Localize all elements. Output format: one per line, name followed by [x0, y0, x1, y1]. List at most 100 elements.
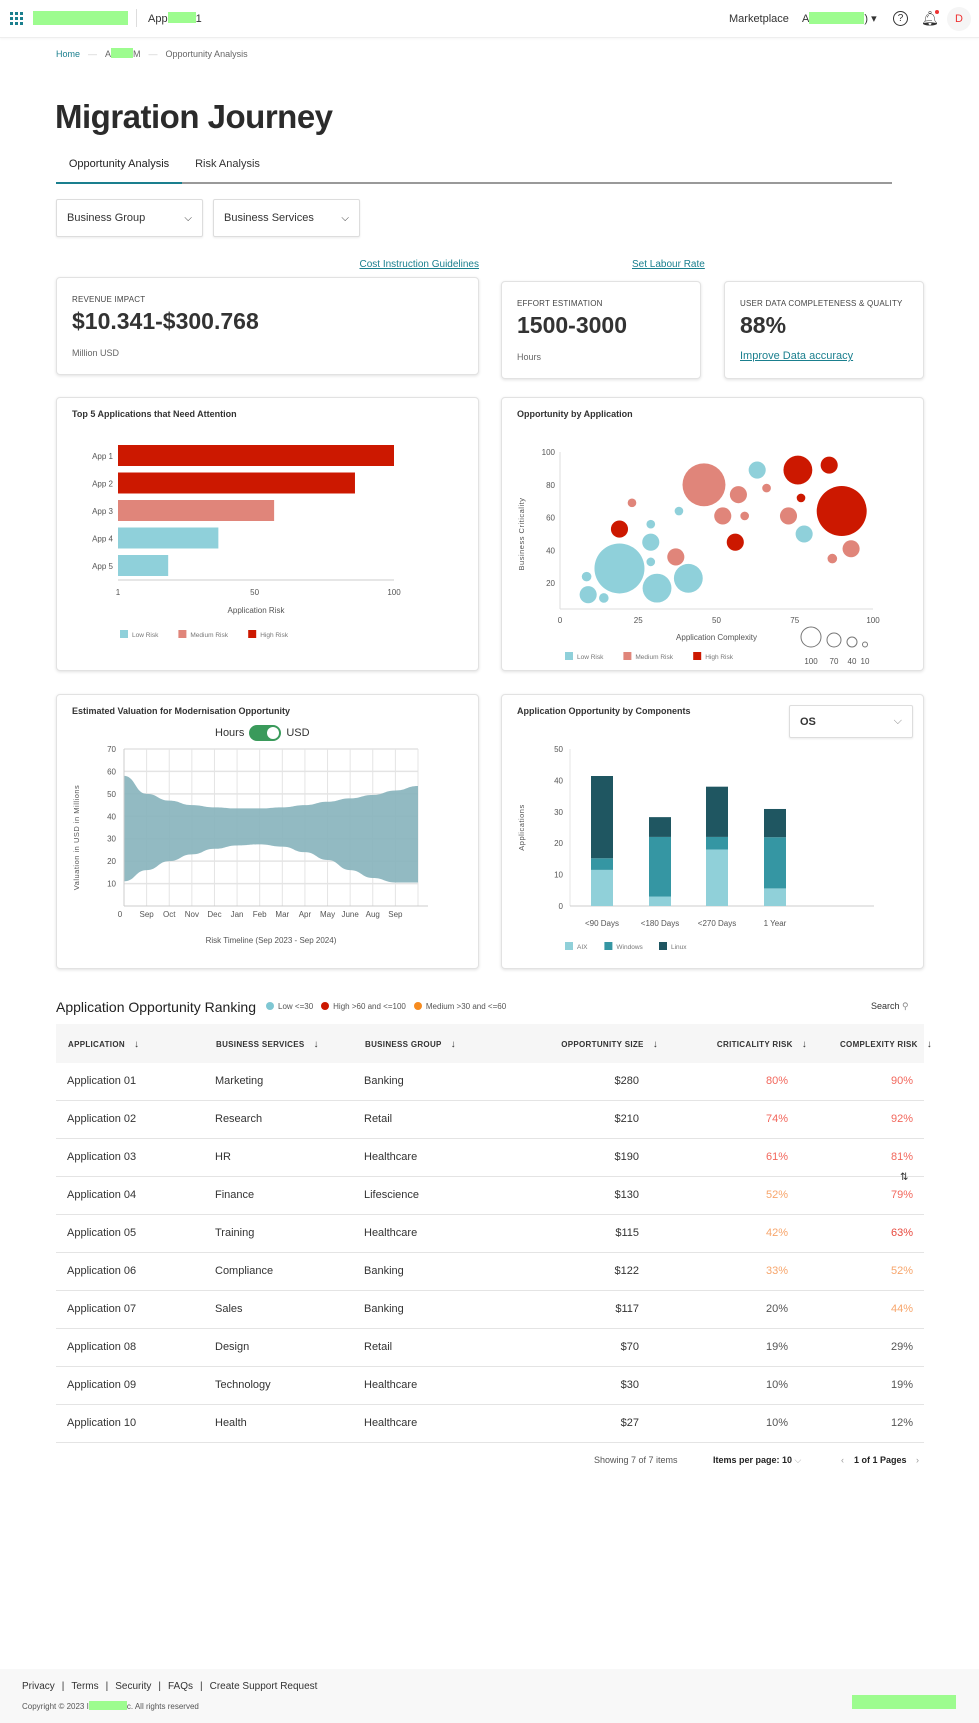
sort-arrow-down-icon[interactable]: ↓ [313, 1039, 319, 1050]
table-row[interactable]: Application 03 HR Healthcare $190 61% 81% [56, 1139, 924, 1177]
sort-arrow-down-icon[interactable]: ↓ [801, 1039, 807, 1050]
table-row[interactable]: Application 01 Marketing Banking $280 80% 90% [56, 1063, 924, 1101]
tab-risk-analysis[interactable]: Risk Analysis [195, 158, 260, 170]
x-tick-label: Apr [299, 910, 312, 919]
prev-page-icon[interactable]: ‹ [841, 1455, 844, 1465]
cell-opportunity-size: $280 [614, 1075, 639, 1087]
footer-link[interactable]: Privacy [22, 1681, 55, 1692]
app-grid-icon[interactable] [10, 12, 23, 25]
separator: | [105, 1681, 109, 1692]
y-tick-label: 50 [554, 745, 563, 754]
sort-arrow-down-icon[interactable]: ↓ [450, 1039, 456, 1050]
table-row[interactable]: Application 09 Technology Healthcare $30 10%… [56, 1367, 924, 1405]
y-tick-label: 30 [107, 835, 116, 844]
size-legend-label: 10 [861, 657, 870, 666]
table-row[interactable]: Application 02 Research Retail $210 74% 92% [56, 1101, 924, 1139]
y-tick-label: 40 [107, 812, 116, 821]
column-header-label: CRITICALITY RISK [716, 1040, 793, 1049]
legend-label: Medium >30 and <=60 [425, 1002, 507, 1011]
tab-opportunity-analysis[interactable]: Opportunity Analysis [56, 156, 182, 184]
cell-business-services: Finance [215, 1189, 255, 1201]
items-per-page-select[interactable]: Items per page: 10 ⌵ [713, 1455, 801, 1466]
breadcrumb-home[interactable]: Home [56, 48, 81, 59]
legend-swatch [623, 652, 632, 660]
bubble-high [726, 533, 744, 551]
bc-text: M [133, 49, 141, 59]
cell-application: Application 03 [67, 1151, 137, 1163]
size-legend-label: 100 [804, 657, 818, 666]
category-label: App 3 [92, 507, 113, 516]
component-type-dropdown[interactable]: OS ⌵ [789, 705, 913, 738]
x-tick-label: Mar [275, 910, 289, 919]
bubble-high [820, 456, 838, 474]
marketplace-link[interactable]: Marketplace [729, 13, 789, 25]
footer-link[interactable]: Terms [71, 1681, 99, 1692]
legend-swatch [604, 942, 613, 950]
column-header[interactable]: OPPORTUNITY SIZE ↓ [561, 1039, 658, 1050]
search-button[interactable]: Search ⚲ [871, 1001, 909, 1012]
column-header[interactable]: COMPLEXITY RISK ↓ [840, 1039, 932, 1050]
column-header[interactable]: CRITICALITY RISK ↓ [717, 1039, 807, 1050]
x-tick-label: <180 Days [641, 919, 679, 928]
footer-link[interactable]: Create Support Request [209, 1681, 318, 1692]
separator: | [158, 1681, 161, 1692]
bar-segment-windows [649, 836, 671, 897]
components-stacked-bar-chart: 0 10 20 30 40 50 <90 Days <180 Days <270 Days 1 Y… [517, 745, 874, 951]
cell-business-services: Training [215, 1227, 255, 1239]
cell-criticality-risk: 20% [765, 1303, 788, 1315]
top5-bar-chart: App 1 App 2 App 3 App 4 App 5 1 50 100 Applicati… [92, 445, 401, 639]
legend-label: Low Risk [132, 632, 159, 639]
notification-bell-icon[interactable]: 🔔︎ [921, 10, 939, 26]
cell-criticality-risk: 10% [765, 1417, 788, 1429]
sort-arrow-down-icon[interactable]: ↓ [652, 1039, 658, 1050]
table-row[interactable]: Application 04 Finance Lifescience $130 52% 7… [56, 1177, 924, 1215]
y-axis-title: Valuation in USD in Millions [72, 785, 81, 891]
toggle-switch[interactable] [249, 725, 282, 741]
cell-complexity-risk: 52% [890, 1265, 913, 1277]
footer-link[interactable]: Security [115, 1681, 152, 1692]
x-axis-title: Application Complexity [676, 633, 757, 642]
table-row[interactable]: Application 05 Training Healthcare $115 42% 6… [56, 1215, 924, 1253]
sort-arrow-down-icon[interactable]: ↓ [926, 1039, 932, 1050]
bc-text: A [105, 49, 112, 59]
legend-swatch [248, 630, 257, 638]
column-header[interactable]: APPLICATION ↓ [68, 1039, 139, 1050]
cell-opportunity-size: $190 [614, 1151, 639, 1163]
x-tick-label: June [341, 910, 359, 919]
cost-instruction-link[interactable]: Cost Instruction Guidelines [359, 259, 479, 270]
business-services-dropdown[interactable]: Business Services ⌵ [213, 199, 360, 237]
search-icon: ⚲ [902, 1001, 909, 1011]
cell-business-group: Retail [364, 1113, 393, 1125]
x-tick-label: 50 [712, 616, 721, 625]
business-group-dropdown[interactable]: Business Group ⌵ [56, 199, 203, 237]
sort-arrow-down-icon[interactable]: ↓ [133, 1039, 140, 1050]
y-tick-label: 100 [542, 448, 556, 457]
y-tick-label: 60 [107, 767, 116, 776]
improve-data-accuracy-link[interactable]: Improve Data accuracy [740, 350, 854, 362]
table-row[interactable]: Application 07 Sales Banking $117 20% 44% [56, 1291, 924, 1329]
account-menu[interactable]: A) ▾ [802, 12, 877, 25]
sort-toggle-icon[interactable]: ⇅ [900, 1172, 909, 1183]
cell-opportunity-size: $117 [615, 1303, 639, 1315]
column-header[interactable]: BUSINESS SERVICES ↓ [216, 1039, 319, 1050]
column-header[interactable]: BUSINESS GROUP ↓ [365, 1039, 456, 1050]
y-tick-label: 10 [554, 871, 563, 880]
brand-logo[interactable] [33, 11, 128, 25]
table-row[interactable]: Application 06 Compliance Banking $122 33% 52… [56, 1253, 924, 1291]
next-page-icon[interactable]: › [916, 1455, 919, 1465]
footer-link[interactable]: FAQs [167, 1681, 193, 1692]
dropdown-label: Business Services [224, 212, 314, 224]
bubble-medium [714, 507, 732, 525]
x-tick-label: 0 [118, 910, 123, 919]
components-card: Application Opportunity by Components OS… [501, 694, 924, 969]
help-icon[interactable]: ? [893, 11, 908, 26]
set-labour-rate-link[interactable]: Set Labour Rate [632, 259, 705, 270]
account-text: A [802, 13, 810, 25]
hours-usd-toggle[interactable]: Hours USD [215, 725, 310, 741]
table-row[interactable]: Application 10 Health Healthcare $27 10% 12% [56, 1405, 924, 1443]
category-label: App 2 [92, 480, 113, 489]
table-row[interactable]: Application 08 Design Retail $70 19% 29% [56, 1329, 924, 1367]
avatar[interactable]: D [947, 7, 971, 31]
kpi-label: REVENUE IMPACT [72, 295, 146, 304]
